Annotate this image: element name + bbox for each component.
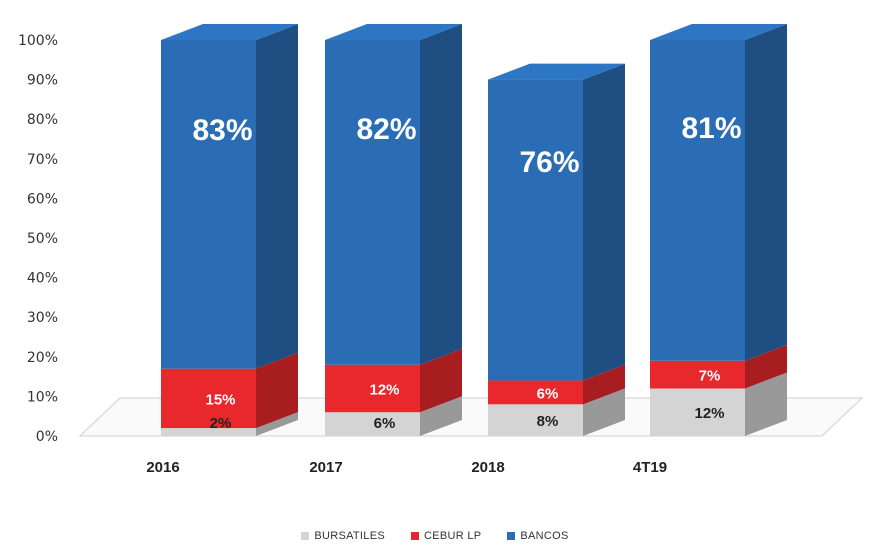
bar-segment-bursatiles-side bbox=[745, 372, 787, 436]
y-tick-label: 70% bbox=[27, 152, 58, 168]
legend-swatch bbox=[507, 532, 516, 540]
bar-segment-bursatiles-side bbox=[256, 412, 298, 436]
x-category-label: 2018 bbox=[471, 459, 504, 476]
y-tick-label: 100% bbox=[18, 33, 58, 49]
bar-top-cap bbox=[650, 24, 787, 40]
bar-segment-bursatiles-front bbox=[488, 404, 583, 436]
y-tick-label: 60% bbox=[27, 191, 58, 207]
legend-label: BANCOS bbox=[520, 530, 569, 542]
bar-segment-bancos-front bbox=[650, 40, 745, 361]
bar-segment-bancos-front bbox=[488, 79, 583, 381]
bar-top-cap bbox=[325, 24, 462, 40]
bar-segment-bancos-side bbox=[256, 24, 298, 369]
bar-segment-bancos-front bbox=[325, 40, 420, 365]
data-label-bursatiles: 8% bbox=[537, 413, 559, 430]
bar-segment-cebur-lp-front bbox=[325, 364, 420, 413]
bar-segment-bancos-front bbox=[161, 40, 256, 369]
stacked-3d-bar-chart: 0% 10% 20% 30% 40% 50% 60% 70% 80% 90% 100% 2% 15% 83… bbox=[18, 24, 864, 476]
bar-segment-cebur-lp-side bbox=[745, 344, 787, 389]
bar-segment-cebur-lp-front bbox=[488, 380, 583, 405]
legend-label: CEBUR LP bbox=[423, 530, 482, 542]
data-label-cebur-lp: 15% bbox=[205, 391, 235, 408]
bar-segment-bursatiles-side bbox=[583, 388, 625, 436]
bar-segment-cebur-lp-side bbox=[256, 352, 298, 429]
bar-stack-2018 bbox=[488, 63, 625, 436]
x-category-label: 2016 bbox=[146, 459, 179, 476]
bar-segment-cebur-lp-side bbox=[583, 364, 625, 405]
y-tick-label: 50% bbox=[27, 231, 58, 247]
bar-top-cap bbox=[161, 24, 298, 40]
data-label-bancos: 83% bbox=[192, 114, 252, 147]
bar-segment-bancos-side bbox=[745, 24, 787, 361]
data-label-cebur-lp: 7% bbox=[699, 368, 721, 385]
bar-segment-bancos-side bbox=[420, 24, 462, 365]
bar-segment-bursatiles-side bbox=[420, 396, 462, 436]
x-category-label: 2017 bbox=[309, 459, 342, 476]
bar-segment-bancos-side bbox=[583, 63, 625, 381]
bar-top-cap bbox=[488, 63, 625, 80]
bar-segment-bursatiles-front bbox=[650, 388, 745, 436]
y-tick-label: 20% bbox=[27, 350, 58, 366]
data-label-cebur-lp: 6% bbox=[537, 385, 559, 402]
y-tick-label: 0% bbox=[36, 429, 58, 445]
data-label-bursatiles: 6% bbox=[374, 415, 396, 432]
legend-item-bancos: BANCOS bbox=[507, 530, 568, 542]
bar-segment-cebur-lp-side bbox=[420, 348, 462, 413]
bar-segment-bursatiles-front bbox=[325, 412, 420, 436]
legend-item-cebur-lp: CEBUR LP bbox=[410, 530, 482, 542]
legend-item-bursatiles: BURSATILES bbox=[301, 530, 385, 542]
bar-segment-bursatiles-front bbox=[161, 428, 256, 436]
legend-swatch bbox=[410, 532, 419, 540]
data-label-bursatiles: 12% bbox=[694, 405, 724, 422]
bar-stack-4t19 bbox=[650, 24, 787, 436]
y-tick-label: 30% bbox=[27, 310, 58, 326]
y-tick-label: 10% bbox=[27, 389, 58, 405]
legend-label: BURSATILES bbox=[314, 530, 385, 542]
bar-stack-2017 bbox=[325, 24, 462, 436]
data-label-bursatiles: 2% bbox=[210, 415, 232, 432]
y-tick-label: 90% bbox=[27, 73, 58, 89]
data-label-cebur-lp: 12% bbox=[369, 381, 399, 398]
y-tick-label: 80% bbox=[27, 112, 58, 128]
data-label-bancos: 81% bbox=[681, 112, 741, 145]
bar-segment-cebur-lp-front bbox=[161, 368, 256, 429]
data-label-bancos: 82% bbox=[356, 113, 416, 146]
x-category-label: 4T19 bbox=[633, 459, 667, 476]
legend-swatch bbox=[301, 532, 310, 540]
bar-stack-2016 bbox=[161, 24, 298, 436]
bar-segment-cebur-lp-front bbox=[650, 360, 745, 389]
legend: BURSATILES CEBUR LP BANCOS bbox=[0, 527, 870, 545]
y-tick-label: 40% bbox=[27, 271, 58, 287]
data-label-bancos: 76% bbox=[519, 146, 579, 179]
